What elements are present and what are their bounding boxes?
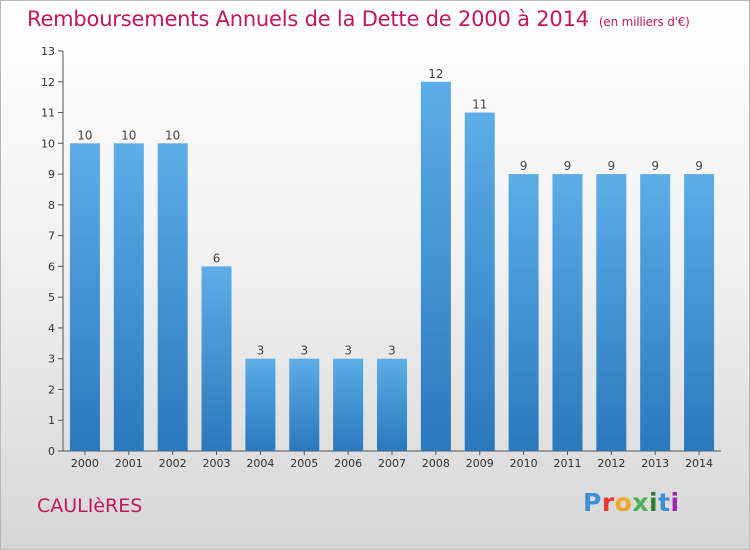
data-label: 11 [472, 98, 487, 112]
bar [640, 174, 671, 452]
y-tick-label: 1 [48, 414, 55, 427]
x-tick-label: 2014 [685, 457, 713, 470]
bar [552, 174, 583, 452]
y-tick-label: 12 [41, 76, 55, 89]
x-tick-label: 2008 [422, 457, 450, 470]
data-label: 9 [520, 159, 528, 173]
bar [684, 174, 715, 452]
x-tick-label: 2001 [115, 457, 143, 470]
data-label: 6 [213, 251, 221, 265]
x-tick-label: 2004 [246, 457, 274, 470]
y-tick-label: 13 [41, 45, 55, 58]
chart-title-text: Remboursements Annuels de la Dette de 20… [27, 7, 589, 31]
x-tick-label: 2012 [597, 457, 625, 470]
bar [201, 266, 232, 451]
y-tick-label: 8 [48, 199, 55, 212]
bar [113, 143, 144, 452]
y-tick-label: 4 [48, 322, 55, 335]
bar [377, 358, 407, 451]
bar [333, 358, 364, 451]
data-label: 10 [165, 128, 180, 142]
bars [69, 81, 715, 452]
x-tick-label: 2010 [510, 457, 538, 470]
place-name: CAULIèRES [37, 495, 143, 517]
bar [245, 358, 276, 451]
y-tick-label: 6 [48, 260, 55, 273]
bar [508, 174, 539, 452]
x-tick-label: 2009 [466, 457, 494, 470]
x-tick-label: 2002 [159, 457, 187, 470]
x-tick-label: 2013 [641, 457, 669, 470]
data-label: 3 [257, 344, 265, 358]
x-tick-label: 2011 [553, 457, 581, 470]
bar [157, 143, 188, 452]
bar [289, 358, 320, 451]
data-label: 3 [388, 344, 396, 358]
bar [464, 112, 495, 452]
data-label: 10 [77, 128, 92, 142]
y-tick-label: 0 [48, 445, 55, 458]
x-tick-label: 2007 [378, 457, 406, 470]
bar [596, 174, 627, 452]
data-label: 10 [121, 128, 136, 142]
y-tick-label: 5 [48, 291, 55, 304]
y-tick-label: 3 [48, 353, 55, 366]
y-tick-label: 7 [48, 230, 55, 243]
data-label: 3 [300, 344, 308, 358]
y-tick-label: 10 [41, 137, 55, 150]
chart-unit: (en milliers d'€) [598, 15, 690, 29]
proxiti-logo[interactable]: Proxiti [583, 488, 680, 517]
x-tick-label: 2000 [71, 457, 99, 470]
x-tick-label: 2003 [203, 457, 231, 470]
x-tick-label: 2006 [334, 457, 362, 470]
y-tick-label: 9 [48, 168, 55, 181]
labels: 2000 10 2001 10 2002 10 2003 6 2004 3 2005 3 2006 3 20… [71, 67, 713, 470]
data-label: 9 [564, 159, 572, 173]
data-label: 9 [651, 159, 659, 173]
data-label: 12 [428, 67, 443, 81]
bar [420, 81, 451, 452]
y-tick-label: 2 [48, 383, 55, 396]
data-label: 9 [695, 159, 703, 173]
x-tick-label: 2005 [290, 457, 318, 470]
bar [69, 143, 100, 452]
y-tick-label: 11 [41, 107, 55, 120]
data-label: 3 [344, 344, 352, 358]
chart-title: Remboursements Annuels de la Dette de 20… [27, 7, 690, 31]
data-label: 9 [608, 159, 616, 173]
